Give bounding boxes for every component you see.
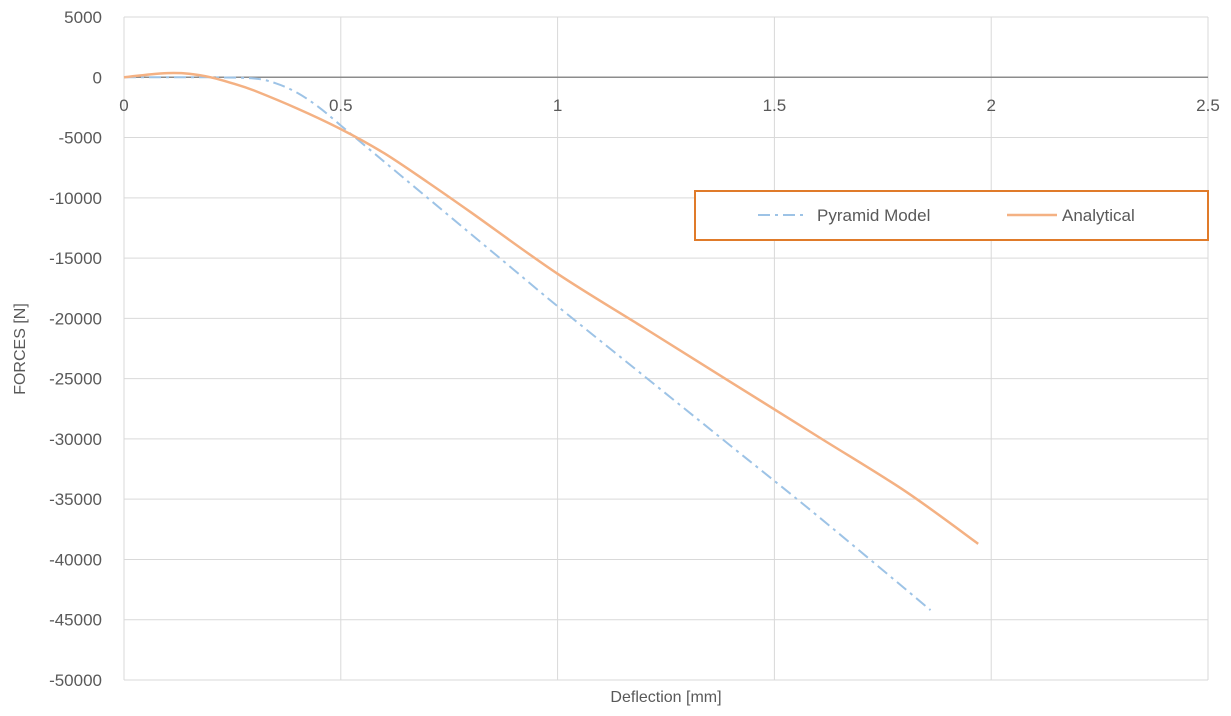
x-tick-label: 2.5: [1196, 96, 1220, 115]
series-layer: [123, 71, 979, 611]
y-tick-label: -20000: [49, 309, 102, 328]
series-line-pyramid-model: [124, 76, 932, 611]
y-tick-label: -35000: [49, 490, 102, 509]
y-tick-label: -40000: [49, 550, 102, 569]
legend-label-analytical: Analytical: [1062, 206, 1135, 225]
legend-box: [694, 190, 1209, 241]
tick-labels: 5000 0 -5000 -10000 -15000 -20000 -25000 -30000…: [49, 8, 1220, 690]
y-tick-label: -50000: [49, 671, 102, 690]
x-axis-title: Deflection [mm]: [610, 689, 721, 706]
y-tick-label: -15000: [49, 249, 102, 268]
x-tick-label: 1.5: [763, 96, 787, 115]
y-tick-label: -45000: [49, 611, 102, 630]
legend: Pyramid Model Analytical: [694, 190, 1209, 241]
y-axis-title: FORCES [N]: [12, 303, 29, 395]
x-tick-label: 2: [986, 96, 995, 115]
y-tick-label: -10000: [49, 189, 102, 208]
x-tick-label: 0: [119, 96, 128, 115]
y-tick-label: -25000: [49, 370, 102, 389]
x-tick-label: 0.5: [329, 96, 353, 115]
x-tick-label: 1: [553, 96, 562, 115]
y-tick-label: 0: [93, 68, 102, 87]
y-tick-label: -30000: [49, 430, 102, 449]
legend-label-pyramid-model: Pyramid Model: [817, 206, 930, 225]
y-tick-label: -5000: [59, 129, 102, 148]
grid: [123, 16, 1209, 681]
y-tick-label: 5000: [64, 8, 102, 27]
series-line-analytical: [123, 71, 979, 545]
